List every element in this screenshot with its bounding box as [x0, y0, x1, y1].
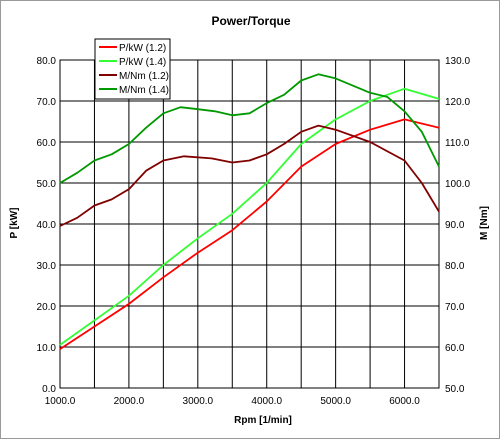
series-line-p-1-4 [59, 87, 440, 346]
series-lines [59, 73, 440, 350]
x-tick-label: 1000.0 [45, 396, 76, 407]
y-left-tick-label: 0.0 [42, 384, 56, 395]
y-right-tick-label: 60.0 [445, 343, 465, 354]
x-tick-label: 4000.0 [251, 396, 282, 407]
y-right-tick-label: 70.0 [445, 302, 465, 313]
tick-labels: 1000.0 2000.0 3000.0 4000.0 5000.0 6000.0 0.0 1… [37, 56, 471, 407]
y-left-tick-label: 20.0 [37, 302, 57, 313]
y-right-tick-label: 90.0 [445, 220, 465, 231]
legend-label-p-1-2: P/kW (1.2) [119, 43, 166, 54]
x-tick-label: 6000.0 [389, 396, 420, 407]
y-axis-right-label: M [Nm] [479, 206, 490, 240]
y-right-tick-label: 80.0 [445, 261, 465, 272]
y-left-tick-label: 40.0 [37, 220, 57, 231]
y-left-tick-label: 10.0 [37, 343, 57, 354]
series-line-p-1-2 [59, 118, 440, 350]
y-left-tick-label: 70.0 [37, 97, 57, 108]
legend-label-p-1-4: P/kW (1.4) [119, 57, 166, 68]
y-left-tick-label: 60.0 [37, 138, 57, 149]
y-right-tick-label: 120.0 [445, 97, 470, 108]
grid [60, 60, 439, 388]
x-axis-label: Rpm [1/min] [234, 415, 292, 426]
x-tick-label: 5000.0 [320, 396, 351, 407]
series-line-m-1-4 [59, 73, 440, 184]
y-axis-left-label: P [kW] [9, 208, 20, 239]
y-right-tick-label: 130.0 [445, 56, 470, 67]
chart-title: Power/Torque [211, 14, 290, 28]
y-right-tick-label: 50.0 [445, 384, 465, 395]
y-right-tick-label: 110.0 [445, 138, 470, 149]
x-tick-label: 3000.0 [183, 396, 214, 407]
y-left-tick-label: 80.0 [37, 56, 57, 67]
series-line-m-1-2 [59, 124, 440, 227]
plot-area-border [59, 59, 440, 389]
y-left-tick-label: 30.0 [37, 261, 57, 272]
legend-label-m-1-2: M/Nm (1.2) [119, 71, 169, 82]
y-left-tick-label: 50.0 [37, 179, 57, 190]
legend-label-m-1-4: M/Nm (1.4) [119, 85, 169, 96]
legend: P/kW (1.2) P/kW (1.4) M/Nm (1.2) M/Nm (1… [94, 38, 171, 100]
y-right-tick-label: 100.0 [445, 179, 470, 190]
x-tick-label: 2000.0 [114, 396, 145, 407]
